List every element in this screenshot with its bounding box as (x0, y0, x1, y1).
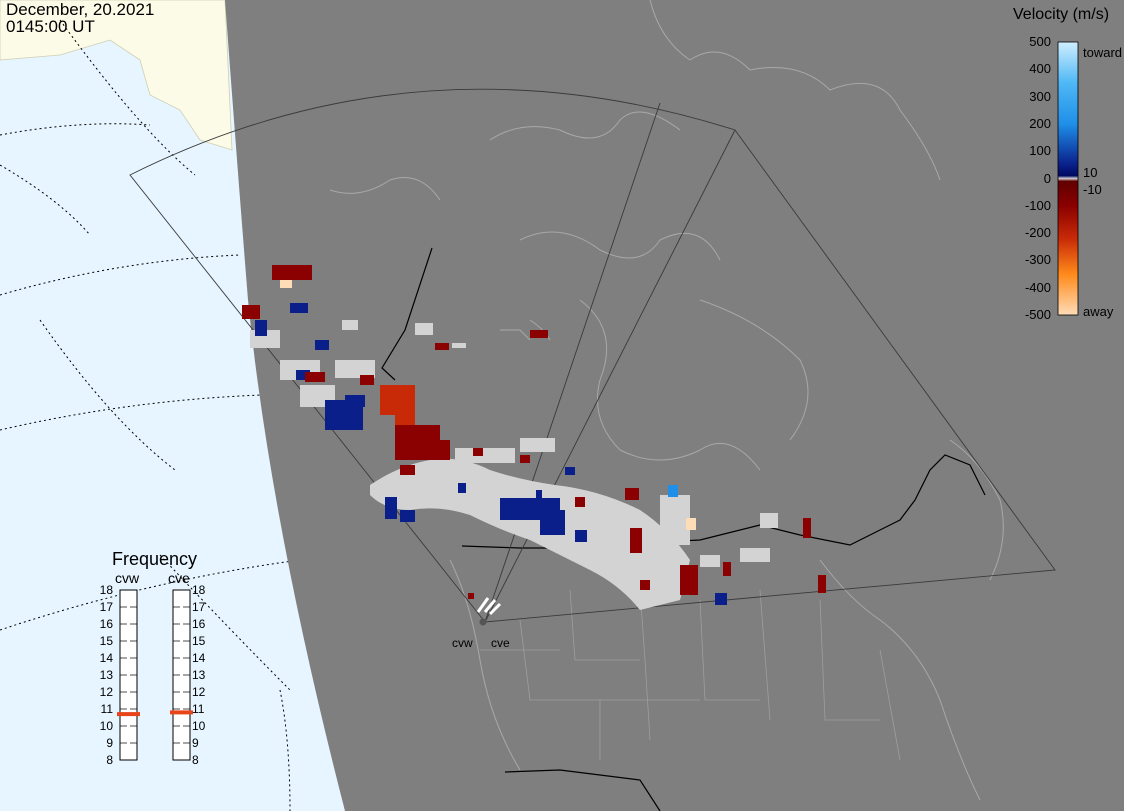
freq-scale-label: 16 (192, 617, 206, 631)
colorbar-neg-threshold-label: -10 (1083, 182, 1102, 197)
colorbar-tick-label: 400 (1029, 61, 1051, 77)
freq-marker-cve (170, 710, 193, 715)
freq-scale-label: 10 (99, 719, 113, 733)
lat-lon-grid (0, 19, 301, 811)
freq-scale-label: 8 (192, 753, 199, 767)
colorbar-tick-label: -400 (1024, 279, 1051, 295)
colorbar-tick-label: 500 (1029, 34, 1051, 49)
away-fast-cells (280, 280, 696, 530)
freq-scale-label: 10 (192, 719, 206, 733)
colorbar-tick-label: -300 (1024, 252, 1051, 268)
state-borders (480, 589, 901, 761)
freq-scale-label: 13 (99, 668, 113, 682)
away-velocity-cells (242, 265, 826, 599)
frequency-ticks (120, 589, 190, 761)
date-label: December, 20.2021 (6, 0, 155, 19)
freq-scale-label: 12 (99, 685, 113, 699)
colorbar-toward-label: toward (1083, 45, 1123, 60)
freq-radar-label-cve: cve (168, 570, 190, 586)
colorbar-tick-label: 300 (1029, 88, 1051, 104)
colorbar-tick-label: -500 (1024, 307, 1051, 322)
radar-site-icons (476, 597, 502, 626)
colorbar-away-label: away (1083, 304, 1114, 319)
freq-scale-label: 15 (192, 634, 206, 648)
radar-field-of-view (129, 88, 1056, 623)
coastlines (329, 0, 1004, 801)
freq-scale-label: 18 (192, 583, 206, 597)
frequency-title: Frequency (112, 549, 198, 569)
sunlit-landmass (0, 0, 233, 151)
freq-scale-label: 16 (99, 617, 113, 631)
frequency-columns (119, 589, 191, 761)
velocity-colorbar (1057, 41, 1079, 316)
freq-scale-label: 17 (192, 600, 206, 614)
colorbar-tick-label: 0 (1043, 170, 1051, 186)
colorbar-title: Velocity (m/s) (1013, 6, 1110, 23)
freq-scale-label: 15 (99, 634, 113, 648)
freq-scale-label: 9 (106, 736, 113, 750)
freq-scale-label: 11 (192, 702, 205, 716)
station-label-cve: cve (491, 636, 510, 650)
colorbar-pos-threshold-label: 10 (1083, 165, 1098, 180)
freq-scale-label: 11 (100, 702, 113, 716)
ground-scatter (250, 320, 778, 610)
toward-velocity-cells (255, 303, 727, 605)
colorbar-tick-label: 100 (1029, 143, 1051, 159)
night-region (225, 0, 1124, 811)
freq-scale-label: 14 (192, 651, 206, 665)
colorbar-tick-label: -100 (1024, 197, 1051, 213)
freq-marker-cvw (117, 712, 140, 717)
freq-scale-label: 14 (99, 651, 113, 665)
time-label: 0145:00 UT (6, 17, 95, 36)
frequency-markers (117, 710, 193, 717)
freq-scale-label: 13 (192, 668, 206, 682)
freq-scale-label: 12 (192, 685, 206, 699)
colorbar-tick-label: -200 (1024, 225, 1051, 241)
freq-radar-label-cvw: cvw (115, 570, 140, 586)
freq-scale-label: 8 (106, 753, 113, 767)
freq-scale-label: 17 (99, 600, 113, 614)
freq-scale-label: 9 (192, 736, 199, 750)
colorbar-tick-label: 200 (1029, 115, 1051, 131)
station-label-cvw: cvw (452, 636, 473, 650)
away-moderate-cells (380, 385, 415, 425)
freq-scale-label: 18 (99, 583, 113, 597)
toward-fast-cells (668, 485, 678, 497)
